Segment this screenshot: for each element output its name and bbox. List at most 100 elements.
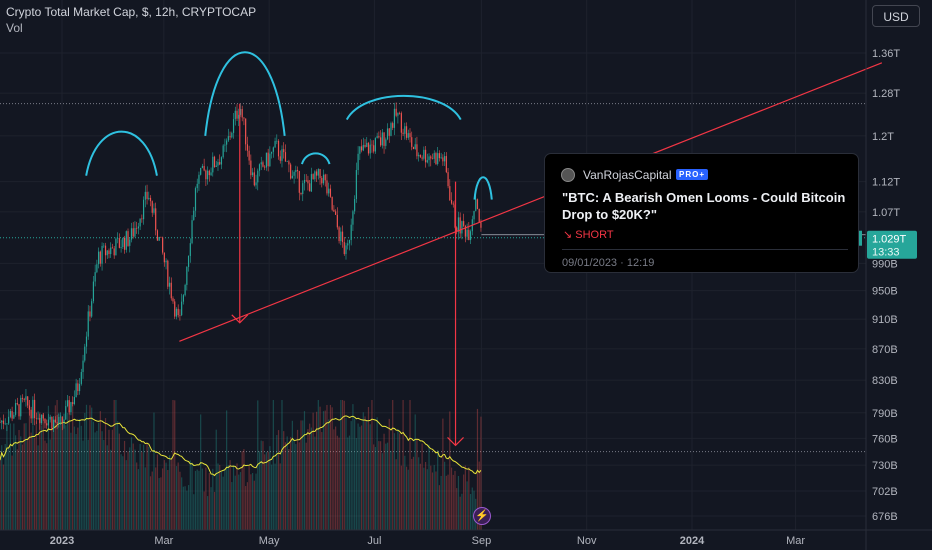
y-tick-label: 950B [872, 286, 898, 298]
candle-body [371, 144, 373, 146]
volume-bar [392, 400, 394, 530]
candle-body [277, 140, 280, 157]
candle-body [160, 236, 162, 238]
volume-bar [464, 465, 466, 530]
volume-bar [37, 445, 39, 530]
volume-bar [248, 465, 250, 530]
author-name[interactable]: VanRojasCapital [583, 168, 672, 182]
volume-bar [0, 460, 1, 530]
candle-body [2, 420, 5, 424]
candle-body [65, 406, 67, 420]
candle-body [385, 139, 387, 146]
candle-body [134, 228, 136, 237]
candle-body [163, 252, 165, 263]
candle-body [205, 170, 207, 180]
lightning-icon[interactable]: ⚡ [473, 507, 491, 525]
volume-bar [179, 471, 181, 530]
volume-bar [193, 494, 195, 530]
candle-body [271, 151, 273, 154]
idea-card[interactable]: VanRojasCapital PRO+ "BTC: A Bearish Ome… [544, 153, 859, 273]
volume-bar [303, 411, 306, 530]
candle-body [315, 171, 318, 176]
y-tick-label: 1.07T [872, 207, 900, 219]
candle-body [103, 245, 105, 247]
volume-bar [390, 450, 392, 530]
candle-body [34, 399, 36, 419]
volume-bar [226, 410, 228, 530]
volume-bar [16, 449, 18, 530]
volume-bar [85, 404, 88, 530]
candle-body [402, 132, 404, 134]
candle-body [0, 422, 1, 423]
volume-bar [310, 427, 312, 530]
volume-bar [91, 407, 93, 530]
volume-bar [177, 462, 179, 530]
volume-bar [362, 412, 364, 530]
volume-bar [419, 463, 421, 530]
candle-body [347, 243, 349, 246]
candle-body [40, 414, 43, 424]
y-tick-label: 830B [872, 375, 898, 387]
candle-body [438, 153, 441, 159]
volume-bar [271, 464, 273, 530]
x-tick-label: Nov [577, 535, 597, 547]
candle-body [290, 164, 292, 179]
candle-body [92, 281, 95, 302]
volume-bar [219, 464, 221, 530]
idea-headline[interactable]: "BTC: A Bearish Omen Looms - Could Bitco… [562, 190, 846, 222]
candle-body [328, 188, 330, 194]
arrow-down-right-icon: ↘ [563, 229, 573, 241]
candle-body [350, 224, 352, 241]
candle-body [51, 416, 53, 429]
volume-bar [65, 425, 67, 530]
volume-bar [333, 429, 335, 530]
volume-bar [165, 462, 167, 530]
candle-body [416, 144, 418, 157]
candle-body [210, 172, 212, 176]
candle-body [23, 398, 25, 400]
candle-body [324, 174, 326, 181]
candle-body [286, 161, 288, 162]
volume-bar [352, 404, 354, 530]
candle-body [250, 160, 252, 176]
y-tick-label: 730B [872, 460, 898, 472]
volume-bar [186, 490, 188, 530]
candle-body [414, 144, 416, 150]
candle-body [381, 132, 383, 146]
candle-body [464, 225, 466, 237]
candle-body [59, 416, 62, 418]
candle-body [117, 238, 119, 239]
volume-bar [238, 474, 240, 530]
candle-body [262, 162, 264, 167]
candle-body [167, 260, 169, 287]
candle-body [156, 230, 159, 241]
volume-bar [42, 413, 44, 530]
candle-body [168, 282, 171, 287]
candle-body [309, 183, 311, 192]
volume-bar [70, 432, 72, 530]
candle-body [144, 191, 146, 200]
candle-body [241, 109, 243, 118]
candle-body [407, 133, 409, 138]
volume-bar [366, 420, 368, 530]
volume-bar [461, 493, 463, 530]
candle-body [129, 239, 131, 246]
candle-body [146, 191, 148, 199]
volume-bar [350, 421, 352, 530]
trendline [179, 62, 883, 342]
currency-button[interactable]: USD [872, 5, 920, 27]
candle-body [248, 150, 250, 161]
volume-bar [35, 421, 37, 530]
x-tick-label: Jul [367, 535, 381, 547]
candle-body [123, 237, 126, 250]
volume-bar [300, 420, 302, 530]
y-tick-label: 676B [872, 511, 898, 523]
volume-bar [369, 424, 371, 530]
candle-body [212, 156, 214, 173]
volume-bar [198, 470, 200, 530]
candle-body [279, 156, 281, 161]
volume-bar [302, 420, 304, 530]
volume-bar [103, 439, 105, 530]
